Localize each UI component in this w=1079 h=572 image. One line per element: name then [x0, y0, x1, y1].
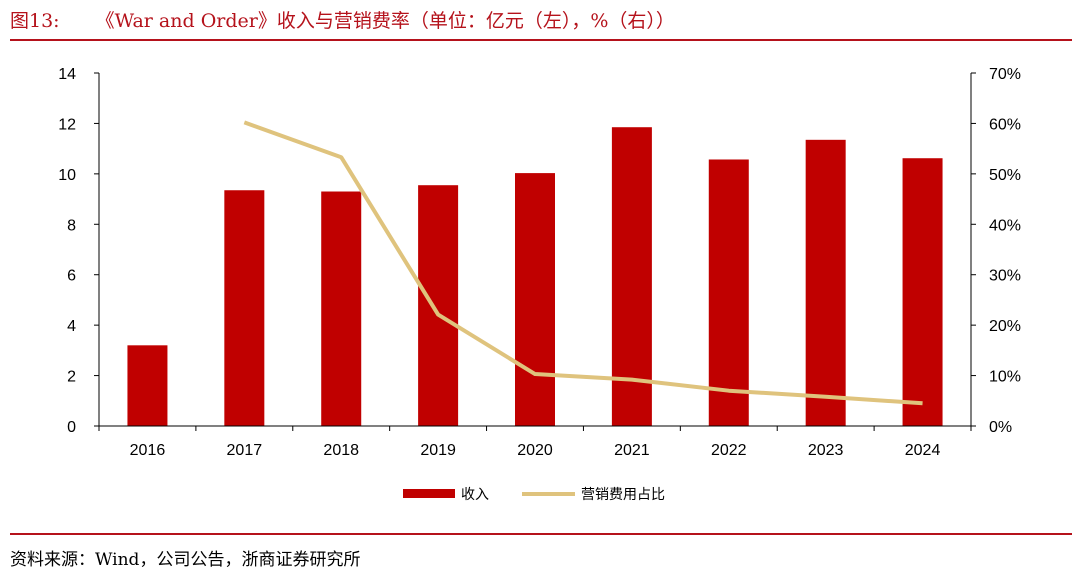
legend-label-marketing-ratio: 营销费用占比 [581, 487, 665, 503]
x-tick-label: 2019 [420, 442, 456, 459]
right-tick-label: 70% [989, 66, 1021, 83]
left-tick-label: 0 [67, 419, 76, 436]
legend: 收入 营销费用占比 [403, 487, 665, 503]
bar-2019 [418, 185, 459, 426]
right-tick-label: 30% [989, 268, 1021, 285]
bar-2022 [708, 159, 749, 427]
axes: 0 2 4 6 8 10 12 14 0% 10% 20% 30% 40% 50% 60% 70% 2016 20… [58, 66, 1021, 459]
figure-title-text: 《War and Order》收入与营销费率（单位：亿元（左），%（右）） [95, 10, 675, 32]
marketing-ratio-line [243, 120, 923, 406]
left-tick-label: 4 [67, 318, 76, 335]
right-tick-label: 20% [989, 318, 1021, 335]
left-tick-label: 8 [67, 217, 76, 234]
left-tick-label: 2 [67, 369, 76, 386]
x-tick-label: 2022 [711, 442, 747, 459]
bar-2018 [321, 191, 362, 426]
bar-2017 [224, 190, 265, 426]
right-tick-label: 0% [989, 419, 1012, 436]
line-series-marketing-ratio [243, 120, 923, 406]
x-tick-label: 2021 [614, 442, 650, 459]
bar-2023 [805, 139, 846, 426]
top-divider [10, 39, 1072, 41]
bar-series-revenue [127, 127, 943, 427]
bar-2024 [902, 158, 943, 426]
left-tick-label: 14 [58, 66, 76, 83]
legend-swatch-revenue [403, 489, 455, 498]
source-note: 资料来源：Wind，公司公告，浙商证券研究所 [10, 550, 361, 570]
left-tick-label: 12 [58, 116, 76, 133]
bottom-divider [10, 533, 1072, 535]
left-tick-label: 10 [58, 167, 76, 184]
bar-2016 [127, 345, 168, 426]
bar-2021 [611, 127, 652, 426]
x-tick-label: 2017 [227, 442, 263, 459]
figure-number: 图13: [10, 10, 60, 32]
x-tick-label: 2024 [905, 442, 941, 459]
right-tick-label: 60% [989, 116, 1021, 133]
right-tick-label: 40% [989, 217, 1021, 234]
figure-title: 图13: 《War and Order》收入与营销费率（单位：亿元（左），%（右）… [10, 6, 675, 33]
x-tick-label: 2020 [517, 442, 553, 459]
left-tick-label: 6 [67, 268, 76, 285]
right-tick-label: 50% [989, 167, 1021, 184]
right-tick-label: 10% [989, 369, 1021, 386]
bar-2020 [515, 173, 555, 426]
x-tick-label: 2023 [808, 442, 844, 459]
chart: 0 2 4 6 8 10 12 14 0% 10% 20% 30% 40% 50% 60% 70% 2016 20… [58, 66, 1021, 503]
legend-label-revenue: 收入 [461, 487, 489, 503]
x-tick-label: 2018 [323, 442, 359, 459]
x-tick-label: 2016 [130, 442, 166, 459]
